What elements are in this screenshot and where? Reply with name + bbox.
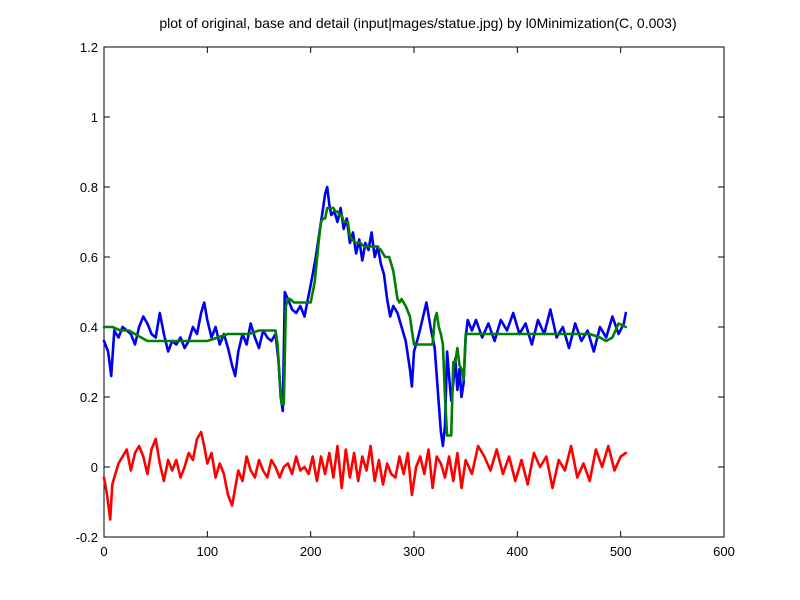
y-tick-label: 0.8 [80, 180, 98, 195]
x-tick-label: 0 [100, 544, 107, 559]
y-tick-label: 0 [91, 460, 98, 475]
series-line-2 [102, 430, 628, 521]
series-layer [102, 185, 628, 521]
x-tick-label: 100 [196, 544, 218, 559]
x-tick-label: 400 [506, 544, 528, 559]
y-tick-label: -0.2 [76, 530, 98, 545]
axis-ticks: 0 100 200 300 400 500 600-0.200.20.40.60.811.2 [76, 40, 735, 559]
x-tick-label: 600 [713, 544, 735, 559]
y-tick-label: 0.6 [80, 250, 98, 265]
x-tick-label: 300 [403, 544, 425, 559]
y-tick-label: 0.2 [80, 390, 98, 405]
x-tick-label: 500 [610, 544, 632, 559]
chart-title: plot of original, base and detail (input… [159, 15, 676, 31]
x-tick-label: 200 [300, 544, 322, 559]
y-tick-label: 1.2 [80, 40, 98, 55]
y-tick-label: 0.4 [80, 320, 98, 335]
plot-area [103, 46, 725, 538]
y-tick-label: 1 [91, 110, 98, 125]
series-line-1 [102, 206, 628, 437]
